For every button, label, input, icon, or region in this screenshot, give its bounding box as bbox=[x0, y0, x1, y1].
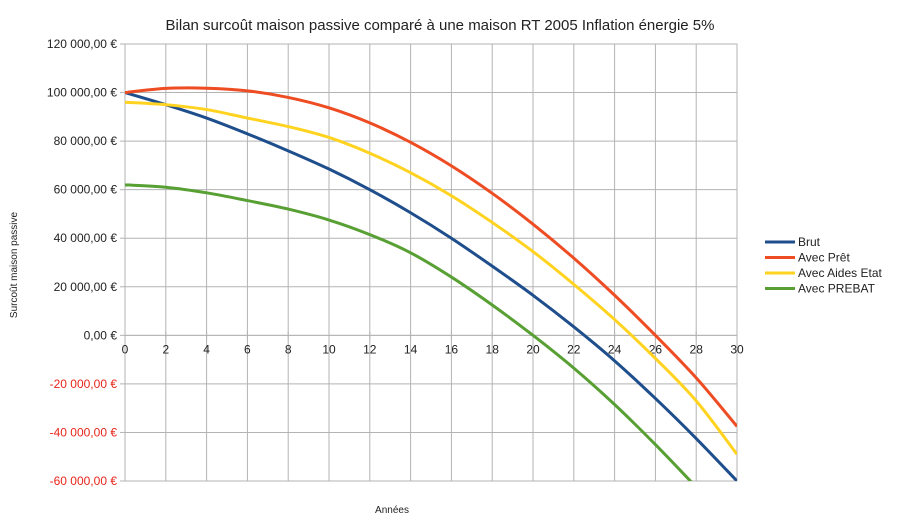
y-tick-label: 60 000,00 € bbox=[54, 183, 118, 197]
x-tick-label: 12 bbox=[363, 342, 377, 356]
y-axis-label: Surcoût maison passive bbox=[9, 211, 20, 318]
x-tick-label: 28 bbox=[690, 342, 704, 356]
y-tick-label: -40 000,00 € bbox=[50, 425, 118, 439]
x-tick-label: 10 bbox=[322, 342, 336, 356]
x-axis-ticks: 0 2 4 6 8 10 12 14 16 18 20 22 24 26 28 30 bbox=[122, 342, 744, 356]
legend-label: Avec Prêt bbox=[798, 251, 850, 265]
x-tick-label: 2 bbox=[162, 342, 169, 356]
x-tick-label: 26 bbox=[649, 342, 663, 356]
y-tick-label: -20 000,00 € bbox=[50, 377, 118, 391]
series-line-avec-aides-etat bbox=[125, 100, 737, 456]
series-line-avec-pr-t bbox=[125, 86, 737, 428]
plot-grid bbox=[120, 43, 738, 482]
chart-title: Bilan surcoût maison passive comparé à u… bbox=[166, 17, 715, 34]
y-tick-label: 20 000,00 € bbox=[54, 280, 118, 294]
legend-label: Avec Aides Etat bbox=[798, 266, 882, 280]
y-tick-label: 0,00 € bbox=[84, 328, 118, 342]
x-tick-label: 16 bbox=[445, 342, 459, 356]
series-line-brut bbox=[125, 91, 737, 481]
legend-label: Brut bbox=[798, 235, 821, 249]
x-tick-label: 24 bbox=[608, 342, 622, 356]
x-tick-label: 8 bbox=[285, 342, 292, 356]
plot-border bbox=[124, 43, 738, 482]
y-tick-label: 40 000,00 € bbox=[54, 231, 118, 245]
y-tick-label: 80 000,00 € bbox=[54, 134, 118, 148]
x-tick-label: 18 bbox=[486, 342, 500, 356]
x-axis-label: Années bbox=[375, 505, 409, 516]
x-tick-label: 0 bbox=[122, 342, 129, 356]
series-line-avec-prebat bbox=[125, 183, 693, 481]
y-tick-label: -60 000,00 € bbox=[50, 474, 118, 488]
y-axis-ticks: 120 000,00 € 100 000,00 € 80 000,00 € 60 00… bbox=[47, 37, 117, 488]
legend-label: Avec PREBAT bbox=[798, 282, 876, 296]
x-tick-label: 4 bbox=[203, 342, 210, 356]
x-tick-label: 6 bbox=[244, 342, 251, 356]
x-tick-label: 14 bbox=[404, 342, 418, 356]
y-tick-label: 100 000,00 € bbox=[47, 86, 117, 100]
x-tick-label: 30 bbox=[730, 342, 744, 356]
y-tick-label: 120 000,00 € bbox=[47, 37, 117, 51]
series-lines bbox=[125, 86, 737, 481]
x-tick-label: 20 bbox=[526, 342, 540, 356]
x-tick-label: 22 bbox=[567, 342, 581, 356]
